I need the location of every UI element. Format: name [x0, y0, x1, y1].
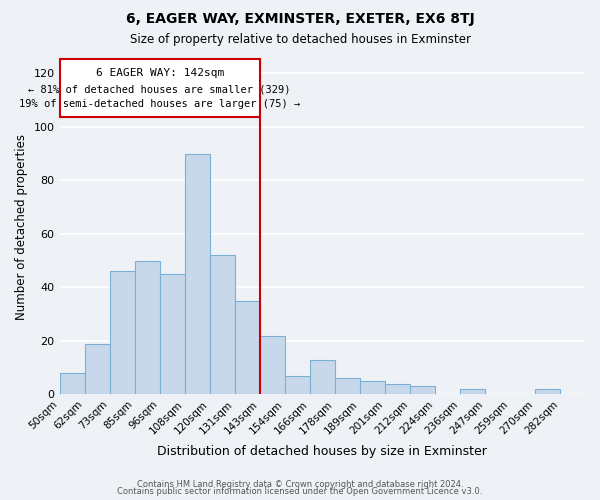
Text: 6, EAGER WAY, EXMINSTER, EXETER, EX6 8TJ: 6, EAGER WAY, EXMINSTER, EXETER, EX6 8TJ: [125, 12, 475, 26]
Bar: [85, 344, 110, 394]
Text: Contains HM Land Registry data © Crown copyright and database right 2024.: Contains HM Land Registry data © Crown c…: [137, 480, 463, 489]
Bar: [335, 378, 360, 394]
Bar: [460, 389, 485, 394]
Bar: [260, 336, 285, 394]
Bar: [134, 260, 160, 394]
Text: Size of property relative to detached houses in Exminster: Size of property relative to detached ho…: [130, 32, 470, 46]
Text: Contains public sector information licensed under the Open Government Licence v3: Contains public sector information licen…: [118, 487, 482, 496]
X-axis label: Distribution of detached houses by size in Exminster: Distribution of detached houses by size …: [157, 444, 487, 458]
Text: ← 81% of detached houses are smaller (329): ← 81% of detached houses are smaller (32…: [28, 84, 291, 94]
Text: 19% of semi-detached houses are larger (75) →: 19% of semi-detached houses are larger (…: [19, 99, 300, 109]
Bar: [310, 360, 335, 394]
Bar: [209, 256, 235, 394]
Bar: [410, 386, 435, 394]
Bar: [285, 376, 310, 394]
Bar: [385, 384, 410, 394]
Bar: [235, 301, 260, 394]
Text: 6 EAGER WAY: 142sqm: 6 EAGER WAY: 142sqm: [95, 68, 224, 78]
Y-axis label: Number of detached properties: Number of detached properties: [15, 134, 28, 320]
Bar: [535, 389, 560, 394]
Bar: [185, 154, 209, 394]
Bar: [360, 381, 385, 394]
Bar: [59, 373, 85, 394]
Bar: [110, 272, 134, 394]
Bar: [160, 274, 185, 394]
